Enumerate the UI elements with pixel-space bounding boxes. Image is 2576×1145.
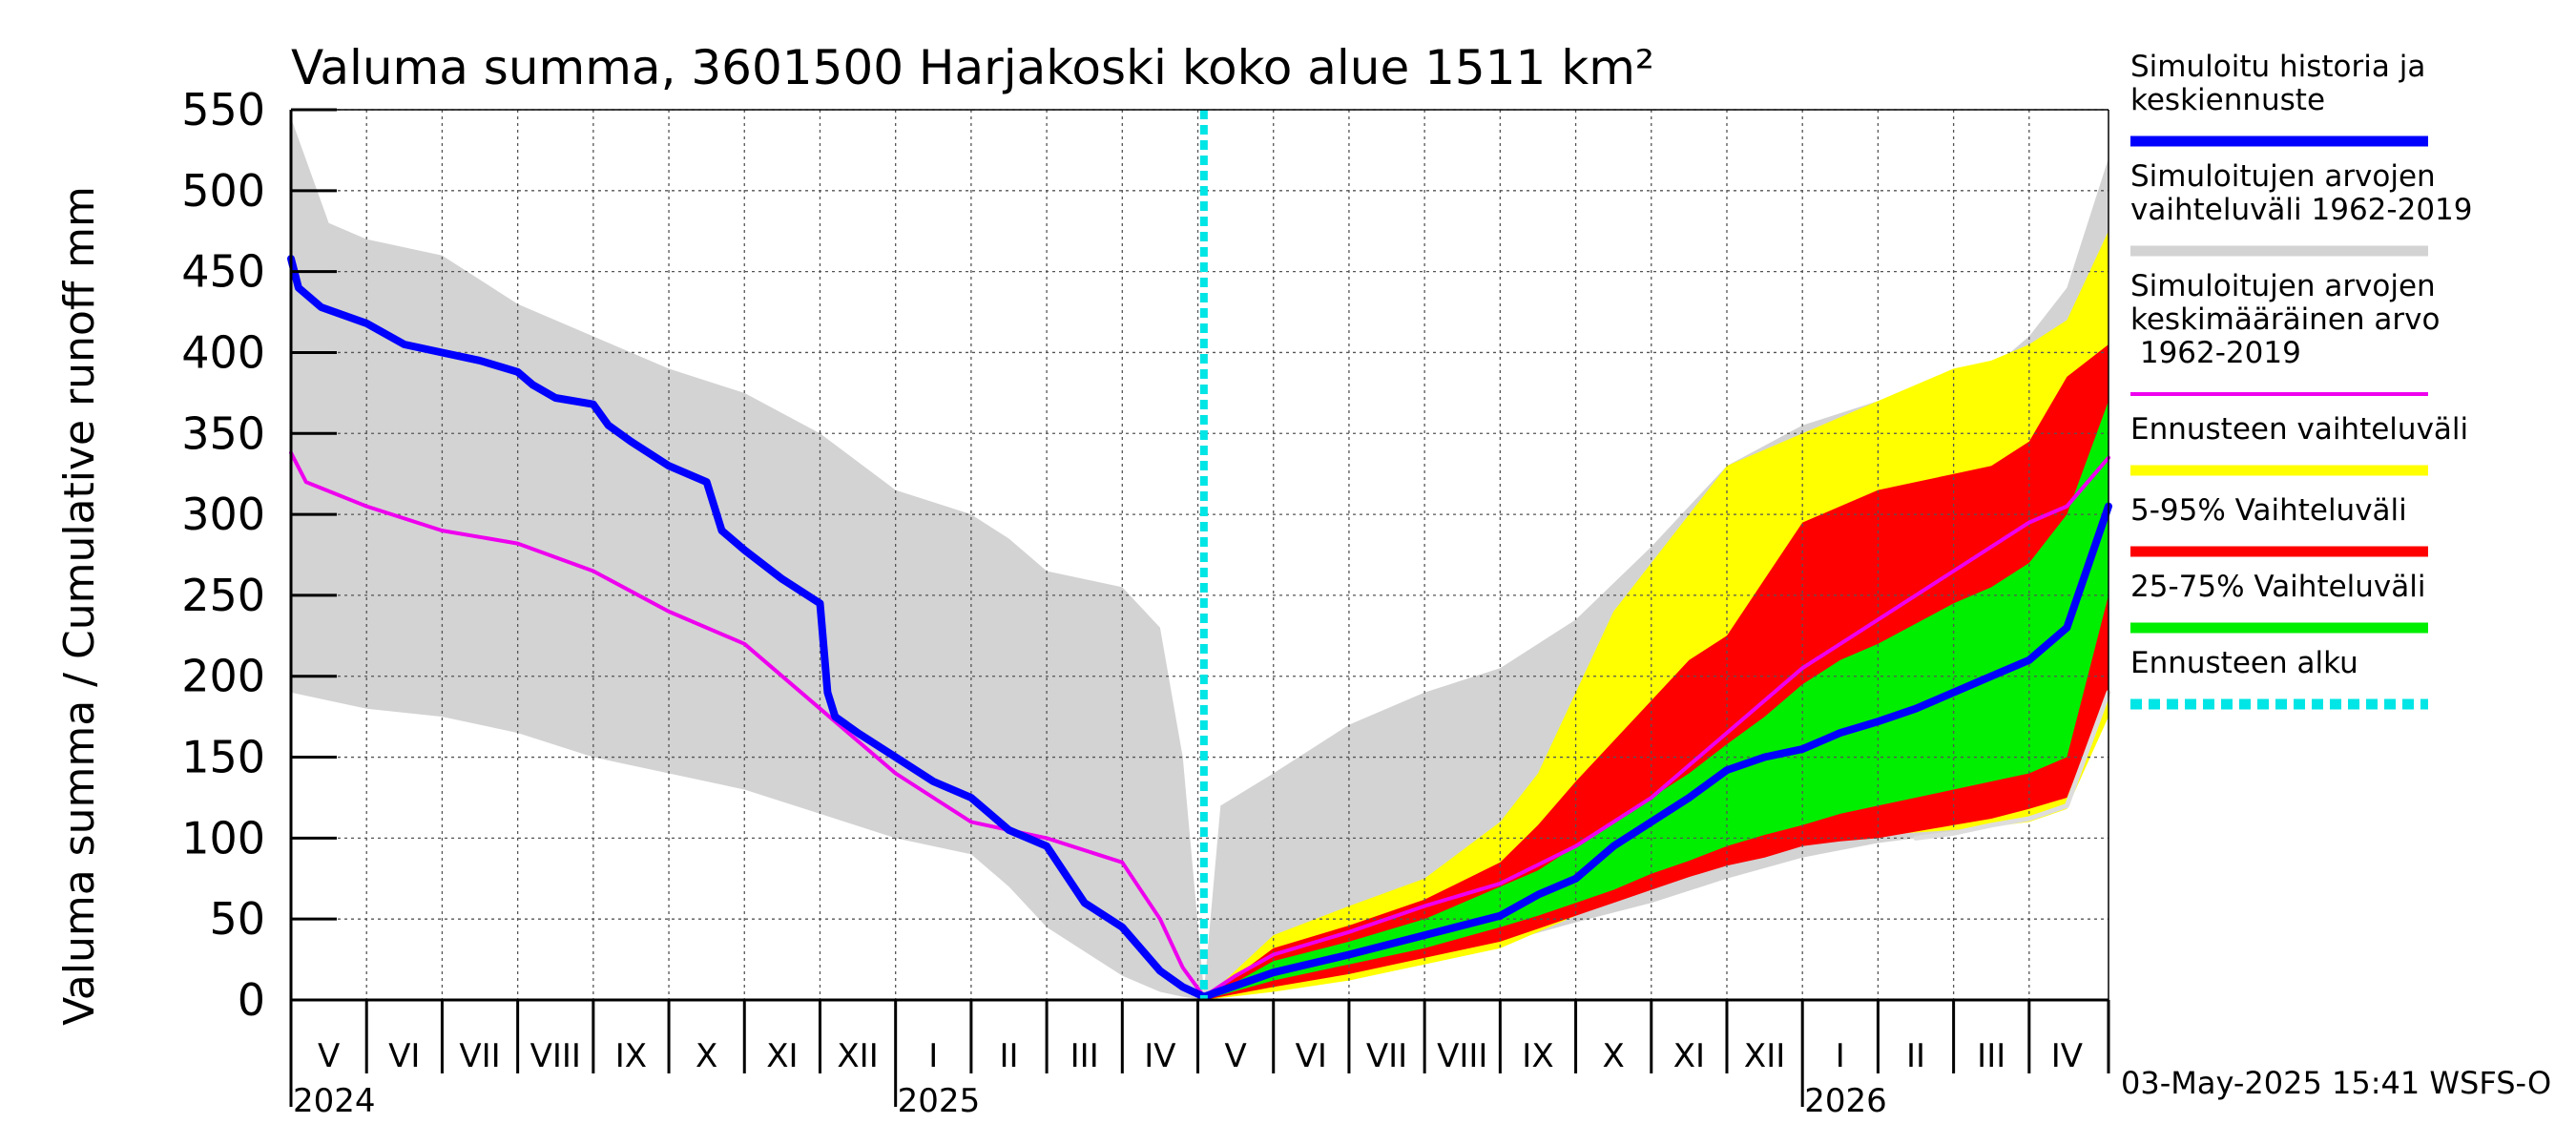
legend-label-3: Ennusteen vaihteluväli: [2130, 412, 2468, 447]
month-label-23: IV: [2051, 1037, 2083, 1075]
month-label-5: X: [696, 1037, 717, 1075]
y-tick-label-300: 300: [181, 489, 265, 540]
month-label-7: XII: [837, 1037, 878, 1075]
month-label-14: VII: [1366, 1037, 1407, 1075]
legend-label-6: Ennusteen alku: [2130, 646, 2358, 680]
month-label-0: V: [318, 1037, 340, 1075]
month-label-3: VIII: [530, 1037, 581, 1075]
y-tick-label-400: 400: [181, 326, 265, 378]
month-label-22: III: [1977, 1037, 2005, 1075]
legend-label-4: 5-95% Vaihteluväli: [2130, 493, 2407, 528]
month-label-4: IX: [615, 1037, 647, 1075]
month-label-19: XII: [1744, 1037, 1785, 1075]
month-label-16: IX: [1522, 1037, 1553, 1075]
month-label-8: I: [928, 1037, 938, 1075]
month-label-13: VI: [1296, 1037, 1327, 1075]
y-tick-label-50: 50: [209, 893, 265, 945]
month-label-20: I: [1836, 1037, 1845, 1075]
y-tick-label-500: 500: [181, 165, 265, 217]
y-tick-label-250: 250: [181, 570, 265, 621]
band-2: [1203, 344, 2109, 1000]
y-tick-label-450: 450: [181, 246, 265, 298]
year-label-2026: 2026: [1804, 1082, 1887, 1120]
axes: [289, 108, 2110, 1107]
legend-label-2: Simuloitujen arvojen keskimääräinen arvo …: [2130, 269, 2440, 370]
timestamp-footer: 03-May-2025 15:41 WSFS-O: [2121, 1065, 2551, 1101]
month-label-17: X: [1603, 1037, 1625, 1075]
legend-label-1: Simuloitujen arvojen vaihteluväli 1962-20…: [2130, 159, 2472, 227]
y-tick-label-150: 150: [181, 732, 265, 783]
month-label-12: V: [1224, 1037, 1246, 1075]
y-axis-label: Valuma summa / Cumulative runoff mm: [55, 186, 104, 1026]
y-tick-label-0: 0: [238, 974, 265, 1026]
y-tick-label-350: 350: [181, 407, 265, 459]
y-tick-label-550: 550: [181, 84, 265, 135]
series-line-1: [1913, 690, 2111, 841]
legend-label-0: Simuloitu historia ja keskiennuste: [2130, 50, 2425, 117]
month-label-15: VIII: [1437, 1037, 1487, 1075]
month-label-6: XI: [766, 1037, 798, 1075]
series-lines: [287, 110, 2112, 1001]
month-label-9: II: [999, 1037, 1018, 1075]
chart-title: Valuma summa, 3601500 Harjakoski koko al…: [291, 40, 1654, 95]
month-label-10: III: [1070, 1037, 1099, 1075]
month-label-18: XI: [1673, 1037, 1705, 1075]
year-label-2025: 2025: [898, 1082, 981, 1120]
y-tick-label-200: 200: [181, 651, 265, 702]
grid-lines: [291, 109, 2109, 1000]
year-label-2024: 2024: [293, 1082, 376, 1120]
legend: Simuloitu historia ja keskiennuste Simuloi…: [2130, 50, 2472, 710]
month-label-1: VI: [388, 1037, 420, 1075]
month-label-2: VII: [459, 1037, 500, 1075]
month-label-21: II: [1906, 1037, 1925, 1075]
month-label-11: IV: [1144, 1037, 1175, 1075]
series-line-2: [287, 255, 2112, 1001]
series-line-0: [289, 450, 2110, 999]
legend-label-5: 25-75% Vaihteluväli: [2130, 570, 2426, 604]
y-tick-label-100: 100: [181, 812, 265, 864]
